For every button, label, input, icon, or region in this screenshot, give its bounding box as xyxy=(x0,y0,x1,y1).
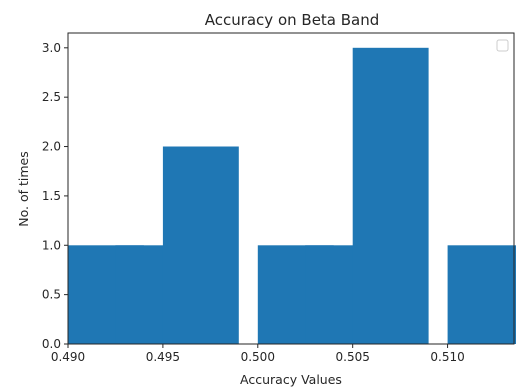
plot-frame xyxy=(67,32,515,345)
x-tick-label-1: 0.495 xyxy=(146,350,180,364)
y-ticks: 0.0 0.5 1.0 1.5 2.0 2.5 3.0 xyxy=(42,41,68,351)
bar-2 xyxy=(162,146,239,344)
bar-6 xyxy=(447,245,516,344)
x-tick-label-2: 0.500 xyxy=(241,350,275,364)
x-tick-label-0: 0.490 xyxy=(51,350,85,364)
x-axis-label: Accuracy Values xyxy=(240,372,342,387)
x-tick-label-3: 0.505 xyxy=(336,350,370,364)
x-tick-label-4: 0.510 xyxy=(430,350,464,364)
bars-group xyxy=(68,47,516,345)
chart-title: Accuracy on Beta Band xyxy=(205,11,380,29)
y-tick-label-3: 1.5 xyxy=(42,189,61,203)
y-tick-label-4: 2.0 xyxy=(42,140,61,154)
y-tick-label-0: 0.0 xyxy=(42,337,61,351)
y-tick-label-6: 3.0 xyxy=(42,41,61,55)
x-ticks: 0.490 0.495 0.500 0.505 0.510 xyxy=(51,344,465,364)
bar-5 xyxy=(352,47,429,345)
y-tick-label-1: 0.5 xyxy=(42,288,61,302)
y-tick-label-2: 1.0 xyxy=(42,238,61,252)
legend-box xyxy=(496,39,509,52)
y-axis-label: No. of times xyxy=(16,151,31,227)
y-tick-label-5: 2.5 xyxy=(42,90,61,104)
